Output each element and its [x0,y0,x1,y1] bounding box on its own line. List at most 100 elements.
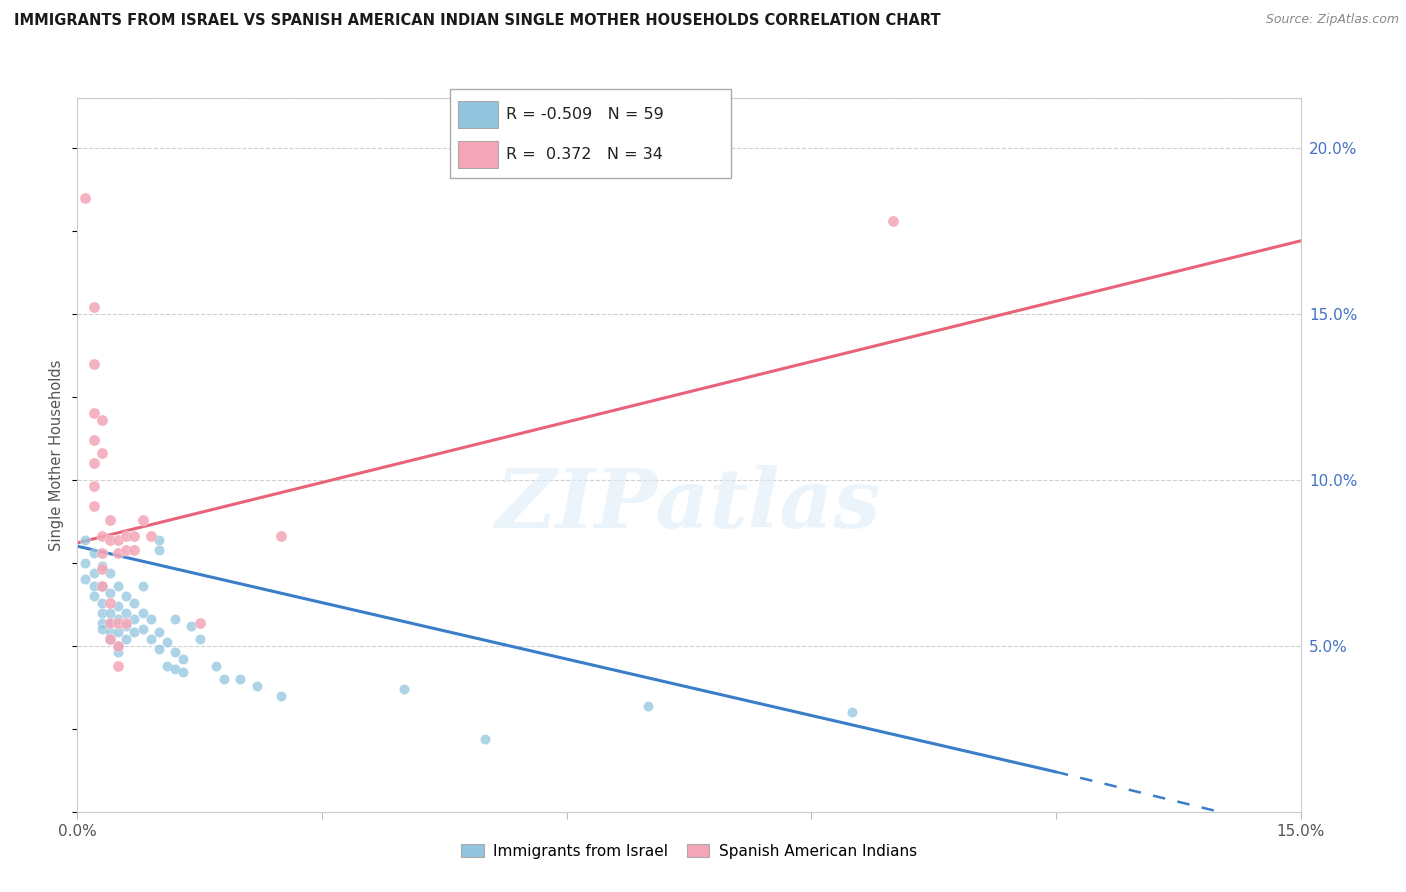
Point [90,615,112,630]
Point [90,579,112,593]
Point [139,632,162,647]
Point [172,665,194,680]
Point [165,612,187,626]
Point [148,625,170,640]
Point [75,556,97,570]
Point [83,433,105,447]
Point [75,191,97,205]
Point [212,672,235,686]
Point [124,625,146,640]
Point [115,589,138,603]
Point [83,300,105,314]
Point [98,632,121,647]
Point [115,529,138,543]
Point [98,615,121,630]
Point [637,698,659,713]
Point [83,406,105,420]
Point [188,615,211,630]
Legend: Immigrants from Israel, Spanish American Indians: Immigrants from Israel, Spanish American… [456,838,922,864]
Point [107,645,129,659]
Point [270,529,292,543]
Point [392,681,415,696]
Point [474,731,496,746]
Point [83,479,105,493]
Point [107,579,129,593]
Point [107,658,129,673]
Text: Source: ZipAtlas.com: Source: ZipAtlas.com [1265,13,1399,27]
Point [75,533,97,547]
Point [107,533,129,547]
Point [83,589,105,603]
Point [115,606,138,620]
Point [90,596,112,610]
Text: IMMIGRANTS FROM ISRAEL VS SPANISH AMERICAN INDIAN SINGLE MOTHER HOUSEHOLDS CORRE: IMMIGRANTS FROM ISRAEL VS SPANISH AMERIC… [14,13,941,29]
Point [124,612,146,626]
Point [90,622,112,636]
Point [90,606,112,620]
Point [115,615,138,630]
Point [75,573,97,587]
Point [98,606,121,620]
Point [882,214,904,228]
Point [172,652,194,666]
Point [83,456,105,470]
Point [90,559,112,574]
Bar [458,141,498,168]
Point [246,679,269,693]
Text: R =  0.372   N = 34: R = 0.372 N = 34 [506,147,664,161]
Point [148,642,170,657]
Point [156,635,179,649]
Bar [458,101,498,128]
Point [124,596,146,610]
Point [205,658,228,673]
Point [115,632,138,647]
Point [131,622,153,636]
Point [270,689,292,703]
Point [131,606,153,620]
Point [98,585,121,599]
Point [139,612,162,626]
Point [107,625,129,640]
Point [131,513,153,527]
Point [156,658,179,673]
Text: ZIPatlas: ZIPatlas [496,465,882,545]
Point [98,596,121,610]
Point [83,357,105,371]
Point [107,612,129,626]
Point [107,639,129,653]
Point [107,546,129,560]
Point [841,705,863,719]
Point [165,645,187,659]
Point [98,566,121,580]
Point [180,619,202,633]
Text: R = -0.509   N = 59: R = -0.509 N = 59 [506,107,664,121]
Point [83,579,105,593]
Point [90,579,112,593]
Point [165,662,187,676]
Point [107,639,129,653]
Point [188,632,211,647]
Point [229,672,252,686]
Y-axis label: Single Mother Households: Single Mother Households [49,359,65,550]
Point [90,529,112,543]
Point [83,500,105,514]
Point [124,529,146,543]
Point [83,566,105,580]
Point [98,533,121,547]
Point [98,625,121,640]
Point [90,562,112,576]
Point [90,546,112,560]
Point [98,632,121,647]
Point [90,446,112,460]
Point [83,546,105,560]
Point [148,533,170,547]
Point [98,513,121,527]
Point [107,599,129,613]
Point [115,542,138,557]
Point [115,619,138,633]
Point [131,579,153,593]
Point [107,615,129,630]
FancyBboxPatch shape [450,89,731,178]
Point [124,542,146,557]
Point [139,529,162,543]
